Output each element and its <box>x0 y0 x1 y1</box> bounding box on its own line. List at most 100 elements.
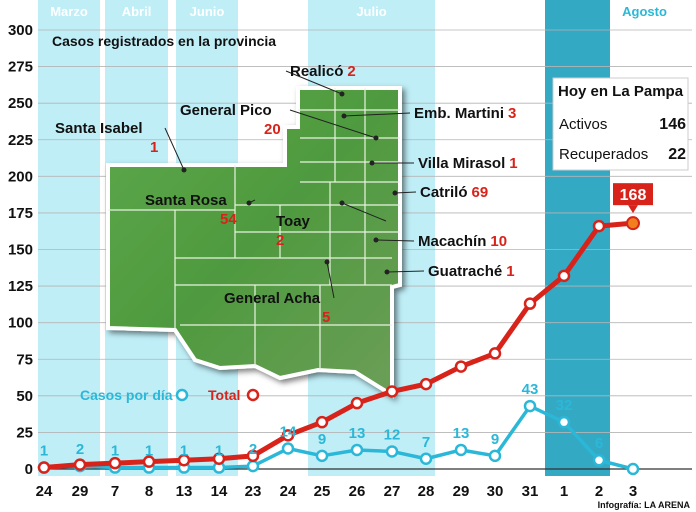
total-point <box>246 449 260 463</box>
daily-data-label: 13 <box>349 425 366 442</box>
total-point <box>108 456 122 470</box>
location-dot <box>369 160 375 166</box>
location-leader <box>394 191 417 194</box>
daily-data-label: 1 <box>145 443 153 460</box>
y-tick-label: 25 <box>16 424 33 441</box>
location-count: 20 <box>264 121 281 138</box>
x-tick-label: 26 <box>349 483 366 500</box>
location-count: 2 <box>276 232 284 249</box>
total-point <box>488 347 502 360</box>
location-count: 54 <box>220 211 237 228</box>
location-name: Emb. Martini <box>414 105 504 122</box>
location-count: 10 <box>490 233 507 250</box>
credit: Infografía: LA ARENA <box>598 500 691 510</box>
daily-data-label: 1 <box>180 443 188 460</box>
info-box-bg <box>552 77 689 171</box>
y-tick-label: 100 <box>8 315 33 332</box>
x-tick-label: 3 <box>629 483 637 500</box>
y-tick-label: 125 <box>8 278 33 295</box>
daily-data-label: 32 <box>556 397 573 414</box>
x-tick-label: 13 <box>176 483 193 500</box>
x-tick-label: 31 <box>522 483 539 500</box>
x-tick-label: 2 <box>595 483 603 500</box>
daily-point <box>281 442 295 455</box>
location-leader <box>285 70 343 95</box>
x-tick-label: 23 <box>245 483 262 500</box>
y-tick-label: 275 <box>8 59 33 76</box>
x-tick-label: 24 <box>36 483 53 500</box>
location-count: 1 <box>509 155 517 172</box>
daily-data-label: 12 <box>384 426 401 443</box>
location-leader <box>343 112 411 117</box>
daily-point <box>385 445 399 458</box>
info-value-recuperados: 22 <box>668 146 686 163</box>
y-tick-label: 300 <box>8 22 33 39</box>
total-point <box>385 385 399 398</box>
daily-data-label: 1 <box>40 443 48 460</box>
band-0 <box>38 0 100 476</box>
location-name: Villa Mirasol <box>418 155 505 172</box>
x-tick-label: 1 <box>560 483 568 500</box>
total-point <box>142 455 156 468</box>
location-leader <box>326 261 335 299</box>
x-tick-label: 7 <box>111 483 119 500</box>
daily-data-label: 9 <box>491 431 499 448</box>
y-tick-label: 250 <box>8 95 33 112</box>
location-count: 1 <box>506 263 514 280</box>
x-tick-label: 30 <box>487 483 504 500</box>
total-point <box>177 453 191 467</box>
location-name: Santa Isabel <box>55 120 143 137</box>
daily-point <box>419 452 433 466</box>
daily-point <box>454 443 468 457</box>
month-label: Abril <box>122 4 152 19</box>
total-point <box>592 219 606 233</box>
location-name: General Acha <box>224 290 321 307</box>
total-point <box>350 396 364 410</box>
x-tick-label: 14 <box>211 483 228 500</box>
location-count: 2 <box>347 63 355 80</box>
total-point <box>557 269 571 283</box>
x-tick-label: 27 <box>384 483 401 500</box>
department-borders <box>108 88 400 370</box>
location-leader <box>375 239 415 242</box>
total-point <box>281 429 295 442</box>
location-leader <box>386 270 425 273</box>
x-tick-label: 29 <box>453 483 470 500</box>
location-count: 3 <box>508 105 516 122</box>
daily-data-label: 13 <box>453 425 470 442</box>
x-tick-label: 8 <box>145 483 153 500</box>
location-name: General Pico <box>180 102 272 119</box>
map-shape <box>106 86 402 399</box>
location-leader <box>289 109 377 139</box>
total-point <box>212 452 226 466</box>
total-callout-label: 168 <box>620 187 647 204</box>
daily-point <box>523 399 537 413</box>
info-value-activos: 146 <box>659 116 686 133</box>
y-tick-label: 150 <box>8 242 33 259</box>
daily-point <box>315 449 329 463</box>
info-box-title: Hoy en La Pampa <box>558 83 684 100</box>
total-point <box>419 377 433 391</box>
daily-point <box>350 443 364 457</box>
total-callout-box <box>613 183 653 206</box>
legend-daily-marker <box>175 388 189 402</box>
location-dot <box>339 91 345 97</box>
total-point <box>315 415 329 429</box>
location-count: 5 <box>322 309 330 326</box>
location-name: Toay <box>276 213 311 230</box>
month-label: Julio <box>356 4 386 19</box>
y-tick-label: 175 <box>8 205 33 222</box>
y-tick-label: 200 <box>8 168 33 185</box>
daily-point <box>557 415 571 429</box>
location-name: Realicó <box>290 63 343 80</box>
daily-data-label: 2 <box>76 441 84 458</box>
daily-data-label: 14 <box>280 424 297 441</box>
total-point <box>73 458 87 471</box>
x-tick-label: 28 <box>418 483 435 500</box>
daily-data-label: 43 <box>522 381 539 398</box>
chart-title: Casos registrados en la provincia <box>52 33 276 49</box>
info-label-activos: Activos <box>559 116 607 133</box>
location-name: Santa Rosa <box>145 192 227 209</box>
